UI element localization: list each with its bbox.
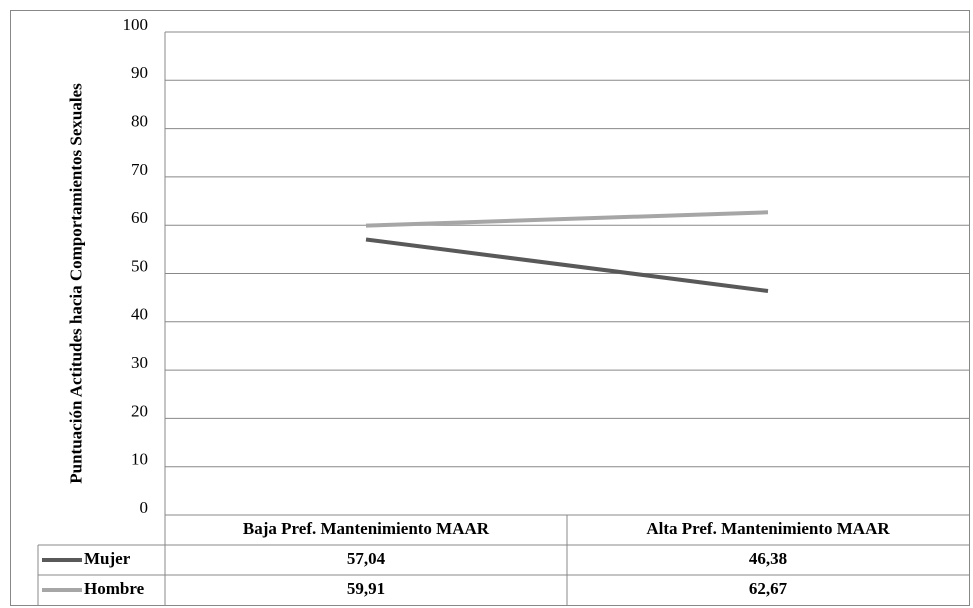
data-label: 46,38 [749, 549, 787, 568]
y-axis-label: Puntuación Actitudes hacia Comportamient… [66, 83, 86, 484]
x-tick-label: Alta Pref. Mantenimiento MAAR [646, 519, 890, 538]
data-label: 62,67 [749, 579, 788, 598]
legend-label: Mujer [84, 549, 131, 568]
y-tick-label: 0 [140, 498, 149, 517]
line-series [365, 210, 769, 228]
data-label: 57,04 [347, 549, 386, 568]
y-tick-label: 70 [131, 160, 148, 179]
y-tick-label: 100 [123, 15, 149, 34]
chart-border [10, 10, 970, 606]
y-tick-label: 10 [131, 450, 148, 469]
line-series [365, 237, 769, 293]
data-label: 59,91 [347, 579, 385, 598]
y-tick-label: 30 [131, 353, 148, 372]
legend-label: Hombre [84, 579, 145, 598]
y-tick-label: 90 [131, 63, 148, 82]
y-tick-label: 20 [131, 401, 148, 420]
y-tick-label: 40 [131, 305, 148, 324]
x-tick-label: Baja Pref. Mantenimiento MAAR [243, 519, 490, 538]
y-tick-label: 50 [131, 256, 148, 275]
y-tick-label: 80 [131, 112, 148, 131]
y-tick-label: 60 [131, 208, 148, 227]
